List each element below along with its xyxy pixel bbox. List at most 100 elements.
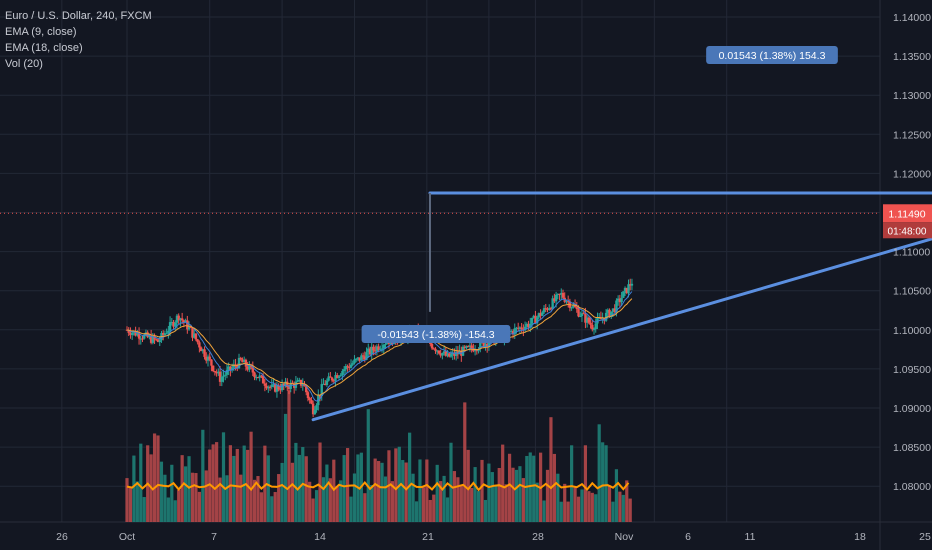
- volume-bar: [601, 442, 605, 522]
- candle-body: [554, 294, 558, 302]
- candle-body: [358, 357, 361, 361]
- candle-body: [620, 297, 623, 303]
- volume-bar: [287, 390, 291, 522]
- candle-body: [529, 323, 532, 328]
- candle-body: [149, 335, 153, 343]
- volume-bar: [435, 464, 439, 522]
- volume-bar: [483, 499, 488, 522]
- candle-body: [260, 375, 263, 377]
- volume-bar: [487, 463, 491, 522]
- countdown-badge-value: 01:48:00: [888, 226, 927, 237]
- volume-bar: [573, 487, 577, 522]
- candle-body: [573, 305, 577, 308]
- candle-body: [282, 383, 286, 386]
- candle-body: [444, 351, 448, 356]
- price-tick-label: 1.09500: [893, 364, 931, 376]
- candle-body: [139, 338, 142, 340]
- volume-bar: [549, 417, 553, 522]
- volume-bar: [418, 459, 422, 522]
- candle-body: [255, 377, 258, 379]
- candle-body: [351, 363, 354, 365]
- candle-body: [377, 346, 380, 350]
- candle-body: [198, 342, 201, 348]
- candle-body: [542, 308, 546, 313]
- candle-body: [215, 371, 218, 374]
- candle-body: [148, 335, 151, 338]
- candle-body: [463, 346, 466, 348]
- candle-body: [523, 326, 527, 331]
- volume-bar: [504, 484, 508, 522]
- candle-body: [244, 359, 248, 367]
- legend-title[interactable]: Euro / U.S. Dollar, 240, FXCM: [5, 10, 152, 22]
- candle-body: [184, 320, 187, 323]
- volume-bar: [614, 469, 619, 522]
- volume-bar: [339, 480, 343, 522]
- candle-body: [330, 377, 334, 381]
- candle-body: [539, 313, 542, 316]
- volume-bar: [197, 491, 201, 522]
- candle-body: [629, 284, 632, 286]
- candle-body: [306, 392, 310, 399]
- candle-body: [189, 326, 192, 328]
- volume-bar: [183, 466, 188, 522]
- legend-volume[interactable]: Vol (20): [5, 58, 43, 70]
- candle-body: [242, 359, 246, 363]
- candle-body: [532, 315, 535, 318]
- candle-body: [323, 383, 327, 386]
- candle-body: [274, 383, 277, 392]
- volume-bar: [470, 487, 474, 522]
- candle-body: [449, 354, 453, 357]
- candle-body: [580, 313, 584, 316]
- legend-ema9[interactable]: EMA (9, close): [5, 26, 77, 38]
- volume-bar: [256, 476, 260, 522]
- volume-bar: [432, 494, 436, 522]
- candle-body: [161, 332, 165, 336]
- legend-ema18[interactable]: EMA (18, close): [5, 42, 83, 54]
- candle-body: [611, 308, 615, 312]
- candle-body: [622, 291, 625, 298]
- candle-body: [368, 348, 372, 355]
- candle-body: [311, 403, 315, 415]
- candle-body: [565, 301, 568, 303]
- volume-bar: [604, 445, 608, 522]
- volume-bar: [380, 462, 384, 522]
- volume-bar: [501, 444, 505, 522]
- candle-body: [355, 358, 358, 360]
- candle-body: [436, 350, 439, 352]
- price-tick-label: 1.08000: [893, 481, 931, 493]
- volume-bar: [314, 490, 319, 522]
- volume-bar: [425, 459, 429, 522]
- volume-bar: [390, 481, 394, 522]
- volume-bar: [370, 485, 374, 522]
- candle-body: [589, 322, 592, 325]
- volume-bar: [611, 501, 615, 522]
- candle-body: [527, 323, 530, 328]
- volume-bar: [349, 496, 353, 522]
- candle-body: [606, 309, 610, 313]
- candle-body: [268, 386, 272, 388]
- candle-body: [387, 342, 391, 345]
- candle-body: [367, 348, 370, 353]
- candle-body: [179, 318, 182, 321]
- price-tick-label: 1.09000: [893, 403, 931, 415]
- candle-body: [537, 313, 541, 318]
- candle-body: [298, 379, 301, 381]
- candle-body: [618, 298, 622, 303]
- time-axis: 26 Oct 7 14 21 28 Nov 6 11 18 25: [56, 531, 931, 543]
- candle-body: [267, 386, 270, 389]
- time-tick-label: 21: [422, 531, 434, 543]
- volume-bar: [556, 473, 560, 522]
- candle-body: [487, 342, 491, 347]
- volume-bar: [463, 402, 467, 522]
- candle-body: [199, 347, 203, 352]
- volume-bar: [442, 475, 446, 522]
- volume-bar: [401, 460, 405, 522]
- volume-bar: [166, 497, 170, 522]
- candle-body: [284, 381, 287, 386]
- measure-label-up-bg: [706, 46, 838, 64]
- volume-bar: [570, 445, 574, 522]
- volume-bar: [628, 498, 632, 522]
- volume-bar: [177, 489, 181, 522]
